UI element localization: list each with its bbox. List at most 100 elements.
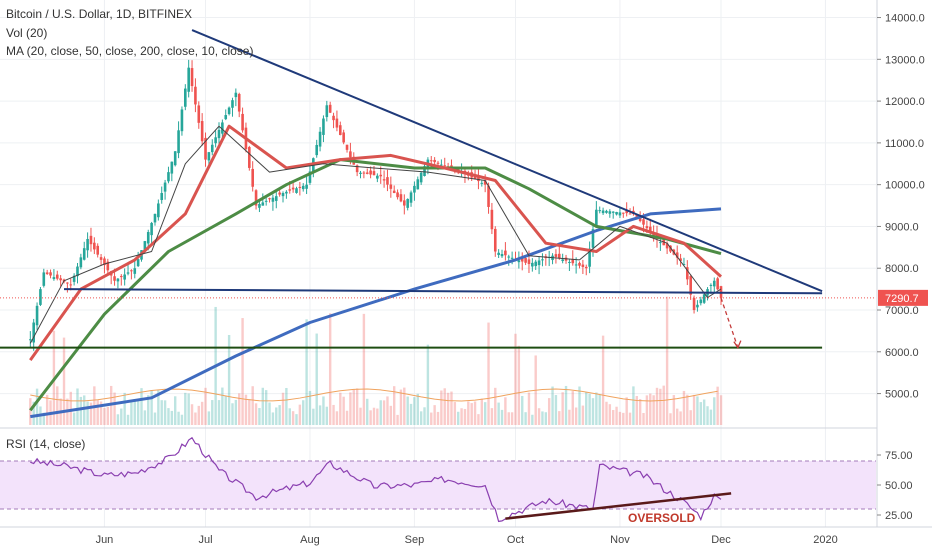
volume-bar — [167, 408, 170, 425]
volume-bar — [443, 388, 446, 425]
candle-body — [615, 212, 618, 215]
candle-body — [365, 172, 369, 174]
candle — [534, 259, 538, 270]
candle-body — [372, 171, 376, 176]
candle-body — [241, 113, 244, 131]
candle-body — [679, 258, 682, 261]
volume-bar — [120, 408, 123, 425]
volume-bar — [369, 410, 372, 425]
candle — [194, 78, 197, 113]
candle — [116, 277, 120, 289]
rsi-line — [30, 436, 722, 523]
candle — [544, 253, 548, 266]
candle-body — [433, 159, 436, 163]
rsi-trendline — [505, 492, 732, 520]
volume-bar — [483, 402, 487, 425]
candle-body — [429, 160, 433, 162]
candle-body — [190, 68, 194, 87]
volume-bar — [591, 398, 595, 425]
volume-bar — [150, 390, 153, 425]
grid — [0, 0, 876, 527]
candle — [301, 183, 305, 192]
candle — [675, 245, 679, 265]
volume-bar — [227, 334, 231, 425]
candle-body — [96, 245, 100, 255]
volume-bar — [312, 408, 315, 425]
volume-bar — [480, 398, 483, 425]
candle-body — [345, 144, 349, 150]
candle — [322, 115, 325, 143]
candle-body — [392, 190, 396, 194]
candle-body — [274, 196, 278, 201]
volume-bar — [163, 400, 167, 425]
volume-bar — [103, 407, 106, 425]
candle — [372, 165, 376, 176]
candle — [493, 226, 497, 257]
volume-bar — [450, 391, 453, 425]
candle — [382, 170, 386, 188]
volume-bar — [622, 412, 625, 425]
candle — [490, 202, 494, 235]
volume-bar — [32, 401, 35, 425]
volume-bar — [308, 390, 312, 425]
volume-bar — [578, 386, 581, 425]
candle-body — [561, 259, 564, 262]
volume-bar — [153, 412, 157, 425]
volume-bar — [217, 400, 221, 425]
candle-body — [227, 107, 231, 115]
volume-bar — [679, 411, 682, 425]
candle-body — [342, 132, 345, 143]
candle-body — [524, 258, 527, 263]
candle-body — [642, 219, 645, 225]
volume-bar — [706, 406, 709, 425]
candle-body — [45, 272, 49, 274]
volume-bar — [238, 393, 241, 425]
last-price-badge-label: 7290.7 — [885, 293, 919, 305]
candle-body — [716, 278, 719, 290]
candle — [531, 258, 534, 272]
volume-bar — [29, 398, 32, 425]
price-tick-label: 6000.0 — [885, 347, 919, 359]
volume-bar — [645, 395, 649, 425]
volume-bar — [433, 405, 436, 425]
candle-body — [362, 172, 366, 174]
candle-body — [173, 151, 177, 166]
candle — [52, 269, 56, 281]
candle-body — [608, 211, 612, 214]
candle — [86, 232, 89, 258]
candle — [622, 212, 625, 218]
volume-bar — [285, 387, 288, 425]
candle-body — [359, 172, 362, 174]
volume-bar — [561, 392, 564, 425]
volume-bar — [315, 333, 318, 425]
price-tick-label: 7000.0 — [885, 305, 919, 317]
candle-body — [568, 261, 571, 263]
candle-body — [335, 118, 339, 128]
candle-body — [369, 170, 372, 175]
candle — [416, 176, 420, 190]
candle — [59, 275, 62, 287]
volume-bar — [187, 393, 190, 425]
candle-body — [197, 105, 201, 123]
volume-bar — [514, 333, 517, 425]
candle-body — [440, 164, 443, 166]
candle — [274, 189, 278, 209]
volume-bar — [440, 390, 443, 425]
volume-bar — [605, 401, 608, 425]
candle — [369, 166, 372, 179]
candle — [463, 168, 467, 183]
candle-body — [659, 242, 662, 244]
horizontal-support-7400-line — [64, 288, 823, 295]
volume-bar — [527, 392, 531, 425]
price-tick-label: 11000.0 — [885, 138, 924, 150]
candle — [227, 106, 231, 116]
candle-body — [29, 339, 32, 341]
volume-bar — [696, 396, 699, 425]
volume-bar — [170, 410, 174, 425]
volume-bar — [335, 411, 339, 425]
volume-bar — [453, 402, 457, 425]
volume-bar — [635, 396, 638, 425]
volume-bar — [419, 411, 423, 425]
